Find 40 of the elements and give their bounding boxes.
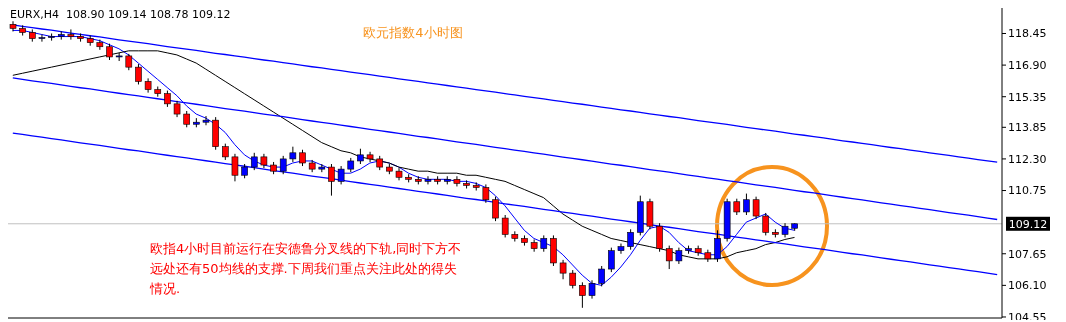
y-tick-label: 107.65 bbox=[1008, 247, 1047, 261]
candlestick bbox=[9, 20, 17, 32]
candlestick bbox=[656, 222, 663, 253]
candlestick bbox=[38, 34, 46, 43]
candlestick bbox=[328, 163, 335, 197]
candlestick bbox=[530, 238, 538, 253]
candlestick bbox=[501, 214, 509, 238]
candlestick bbox=[453, 175, 461, 187]
text: 欧元指数4小时图 bbox=[362, 24, 464, 42]
candlestick bbox=[289, 146, 297, 163]
line-series bbox=[12, 50, 796, 260]
candlestick bbox=[762, 212, 770, 236]
candlestick bbox=[96, 39, 104, 51]
candlestick bbox=[569, 269, 577, 289]
annotation: 欧指4小时目前运行在安德鲁分叉线的下轨,同时下方不远处还有50均线的支撑.下周我们重点关注此处的得失情况. bbox=[150, 240, 463, 298]
candlestick bbox=[627, 228, 634, 251]
candlestick bbox=[617, 243, 625, 255]
y-tick-label: 116.90 bbox=[1008, 59, 1047, 73]
candlestick bbox=[135, 63, 142, 85]
candlestick bbox=[559, 259, 567, 280]
y-tick-label: 115.35 bbox=[1008, 90, 1047, 104]
chart-subtitle: EURX,H4 108.90 109.14 108.78 109.12 bbox=[10, 8, 231, 21]
y-tick-label: 113.85 bbox=[1008, 121, 1047, 135]
candlestick bbox=[424, 175, 432, 185]
candlestick bbox=[482, 183, 490, 204]
candlestick bbox=[608, 247, 615, 273]
y-tick-label: 106.10 bbox=[1008, 279, 1047, 293]
candlestick bbox=[67, 28, 75, 41]
candlestick bbox=[492, 196, 499, 222]
candlestick bbox=[202, 115, 210, 126]
y-tick-label: 118.45 bbox=[1008, 27, 1047, 41]
ref-line-label: 109.12 bbox=[1008, 217, 1048, 231]
candlestick bbox=[752, 196, 760, 220]
candlestick bbox=[337, 165, 345, 185]
candlestick bbox=[279, 155, 287, 175]
candlestick bbox=[579, 281, 586, 309]
y-tick-label: 110.75 bbox=[1008, 184, 1047, 198]
candlestick bbox=[231, 153, 239, 182]
candlestick bbox=[743, 193, 750, 216]
y-tick-label: 112.30 bbox=[1008, 152, 1047, 166]
